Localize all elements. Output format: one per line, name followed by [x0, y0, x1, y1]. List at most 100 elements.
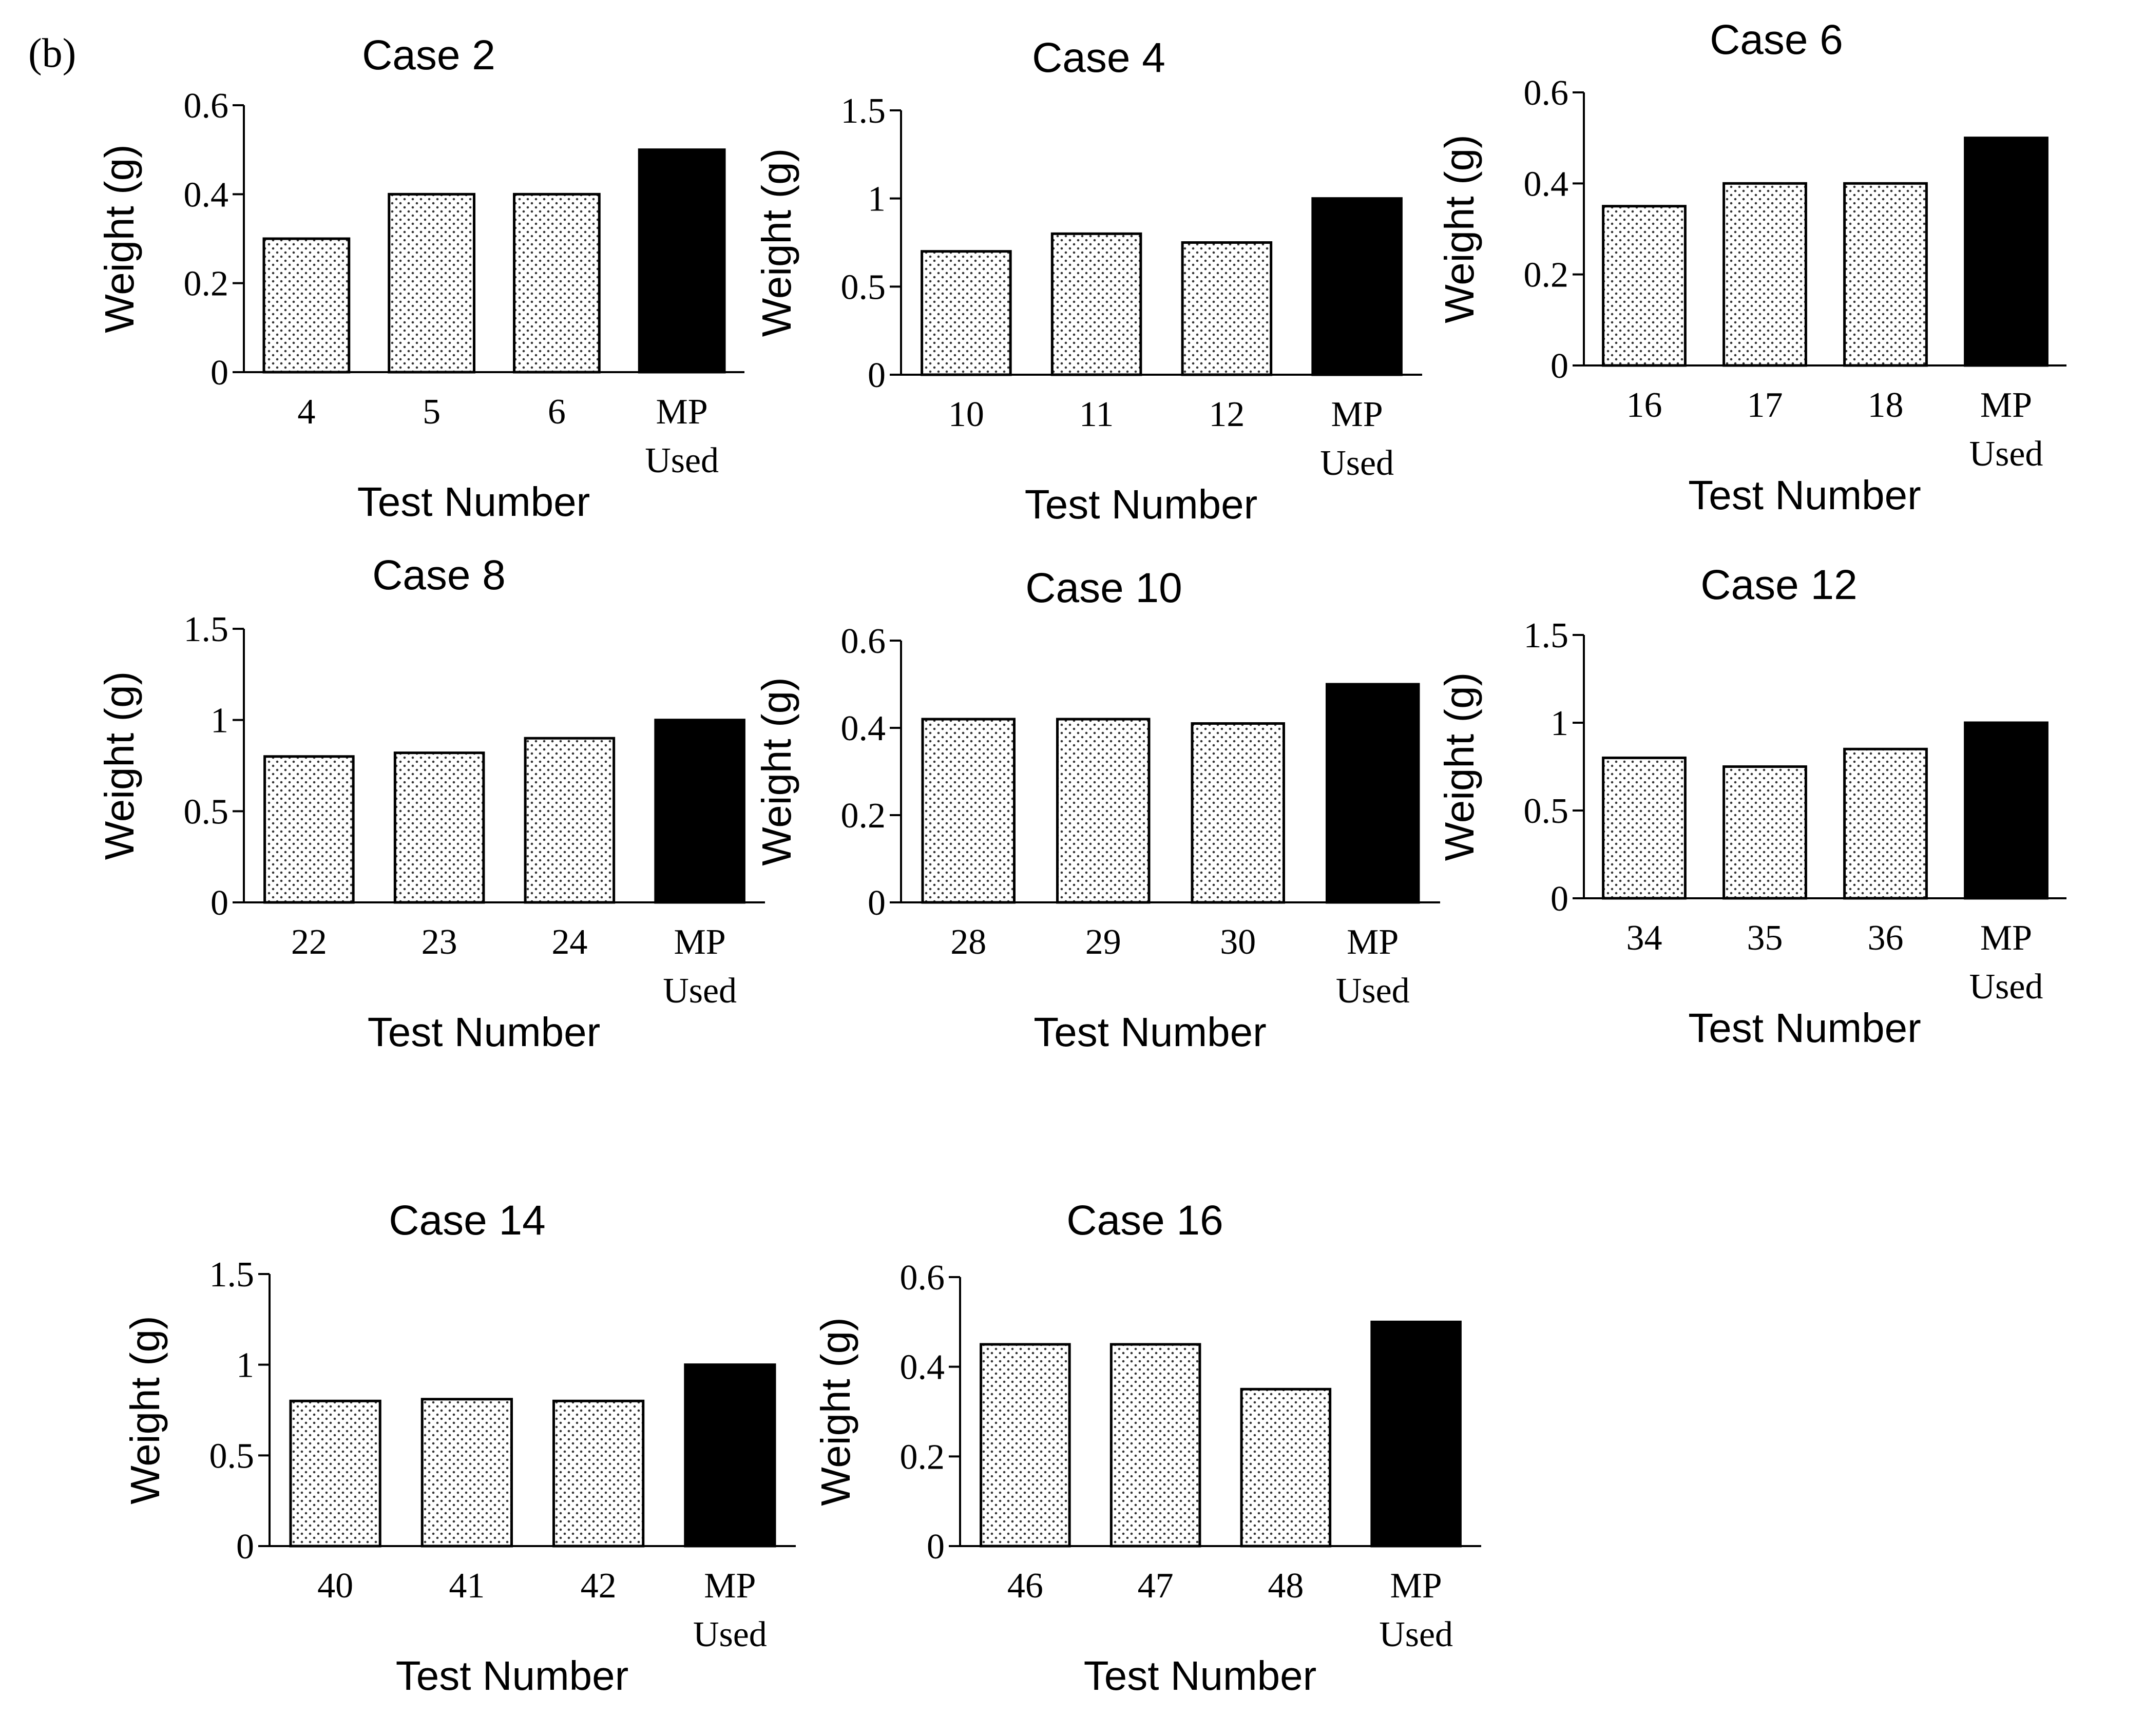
bar-mp-used	[1964, 721, 2049, 900]
chart-title: Case 14	[389, 1197, 545, 1244]
x-tick-label: 4	[297, 392, 315, 432]
chart-title: Case 6	[1710, 16, 1843, 63]
x-axis-title: Test Number	[1033, 1009, 1266, 1055]
bar-measured	[393, 751, 485, 904]
bar-measured	[289, 1399, 381, 1548]
x-tick-label: Used	[645, 441, 719, 480]
bar-measured	[1191, 722, 1285, 904]
x-tick-label: MP	[656, 392, 708, 432]
bar-measured	[1109, 1343, 1201, 1548]
y-tick-label: 0.6	[841, 622, 886, 661]
x-axis-title: Test Number	[368, 1009, 600, 1055]
y-tick-label: 0.6	[184, 86, 229, 126]
y-tick-label: 0.4	[841, 709, 886, 748]
y-axis-title: Weight (g)	[1437, 672, 1482, 861]
x-tick-label: 6	[548, 392, 566, 432]
x-tick-label: Used	[1969, 434, 2043, 474]
bar-measured	[1050, 232, 1142, 376]
x-tick-label: 5	[423, 392, 441, 432]
x-axis-title: Test Number	[1025, 481, 1257, 527]
y-tick-label: 0.5	[1524, 792, 1569, 831]
chart-title: Case 2	[362, 32, 495, 79]
x-axis-title: Test Number	[1688, 1005, 1921, 1051]
x-tick-label: 34	[1626, 918, 1662, 958]
x-tick-label: MP	[704, 1566, 756, 1606]
x-tick-label: Used	[693, 1615, 767, 1654]
chart-1: Case 2 0 0.2 0.4 0.6 Weight (g) 4 5 6 MP Used Test …	[97, 32, 744, 525]
y-axis-title: Weight (g)	[754, 148, 799, 337]
bar-mp-used	[638, 148, 726, 374]
x-tick-label: 12	[1209, 395, 1245, 434]
y-tick-label: 0.5	[841, 267, 886, 307]
bar-measured	[1181, 241, 1273, 376]
y-tick-label: 0.2	[1524, 256, 1569, 295]
x-tick-label: MP	[1331, 395, 1383, 434]
x-tick-label: MP	[674, 922, 726, 962]
x-tick-label: 35	[1747, 918, 1783, 958]
x-tick-label: 11	[1079, 395, 1114, 434]
y-tick-label: 0	[927, 1527, 945, 1567]
y-tick-label: 0	[210, 353, 228, 393]
x-tick-label: 16	[1626, 385, 1662, 425]
y-tick-label: 1	[1550, 704, 1568, 743]
bar-measured	[420, 1398, 513, 1548]
x-tick-label: 28	[950, 922, 986, 962]
chart-4: Case 8 0 0.5 1 1.5 Weight (g) 22 23 24 MP Used Test…	[97, 552, 765, 1055]
bar-mp-used	[1370, 1320, 1462, 1548]
x-tick-label: MP	[1980, 385, 2032, 425]
y-tick-label: 0	[868, 356, 886, 395]
y-tick-label: 0	[868, 883, 886, 923]
bar-measured	[1240, 1387, 1332, 1548]
y-tick-label: 1.5	[841, 91, 886, 131]
chart-title: Case 12	[1700, 562, 1857, 608]
bar-measured	[1843, 182, 1928, 367]
x-tick-label: Used	[1969, 967, 2043, 1007]
bar-mp-used	[1326, 683, 1420, 904]
y-tick-label: 0.5	[209, 1436, 255, 1476]
y-tick-label: 0	[1550, 879, 1568, 919]
chart-title: Case 10	[1025, 565, 1182, 611]
y-tick-label: 0.2	[841, 796, 886, 836]
bar-mp-used	[654, 719, 745, 904]
y-tick-label: 1	[868, 180, 886, 219]
x-tick-label: Used	[1320, 443, 1394, 483]
chart-7: Case 14 0 0.5 1 1.5 Weight (g) 40 41 42 MP Used Tes…	[122, 1197, 796, 1699]
x-tick-label: 40	[317, 1566, 353, 1606]
bar-measured	[524, 737, 616, 904]
x-tick-label: 36	[1868, 918, 1904, 958]
x-tick-label: 42	[581, 1566, 617, 1606]
bar-measured	[1602, 756, 1687, 900]
y-tick-label: 0.4	[184, 175, 229, 215]
bar-measured	[262, 237, 351, 374]
chart-5: Case 10 0 0.2 0.4 0.6 Weight (g) 28 29 30 MP Used T…	[754, 565, 1440, 1055]
x-axis-title: Test Number	[357, 479, 590, 525]
y-tick-label: 0.4	[900, 1348, 945, 1387]
bar-measured	[388, 192, 475, 374]
y-tick-label: 0.5	[184, 792, 229, 832]
x-tick-label: MP	[1390, 1566, 1442, 1606]
y-axis-title: Weight (g)	[813, 1317, 858, 1506]
y-tick-label: 0.6	[900, 1258, 945, 1298]
y-tick-label: 1	[236, 1346, 254, 1385]
x-tick-label: 48	[1268, 1566, 1304, 1606]
chart-title: Case 16	[1066, 1197, 1223, 1244]
y-tick-label: 0.6	[1524, 73, 1569, 113]
y-tick-label: 0.4	[1524, 164, 1569, 204]
x-tick-label: 17	[1747, 385, 1783, 425]
y-tick-label: 1.5	[1524, 616, 1569, 655]
x-tick-label: MP	[1980, 918, 2032, 958]
charts-group: Case 2 0 0.2 0.4 0.6 Weight (g) 4 5 6 MP Used Test …	[97, 16, 2066, 1699]
y-tick-label: 0.2	[900, 1437, 945, 1477]
x-tick-label: 46	[1007, 1566, 1043, 1606]
bar-measured	[921, 250, 1012, 376]
x-tick-label: Used	[663, 971, 737, 1011]
bar-measured	[1722, 765, 1807, 900]
bar-measured	[1056, 718, 1151, 904]
chart-6: Case 12 0 0.5 1 1.5 Weight (g) 34 35 36 MP Used Tes…	[1437, 562, 2066, 1051]
y-axis-title: Weight (g)	[754, 677, 799, 866]
x-tick-label: Used	[1336, 971, 1410, 1011]
x-tick-label: 41	[449, 1566, 485, 1606]
x-tick-label: MP	[1347, 922, 1399, 962]
bar-measured	[980, 1343, 1071, 1548]
bar-measured	[263, 755, 355, 904]
